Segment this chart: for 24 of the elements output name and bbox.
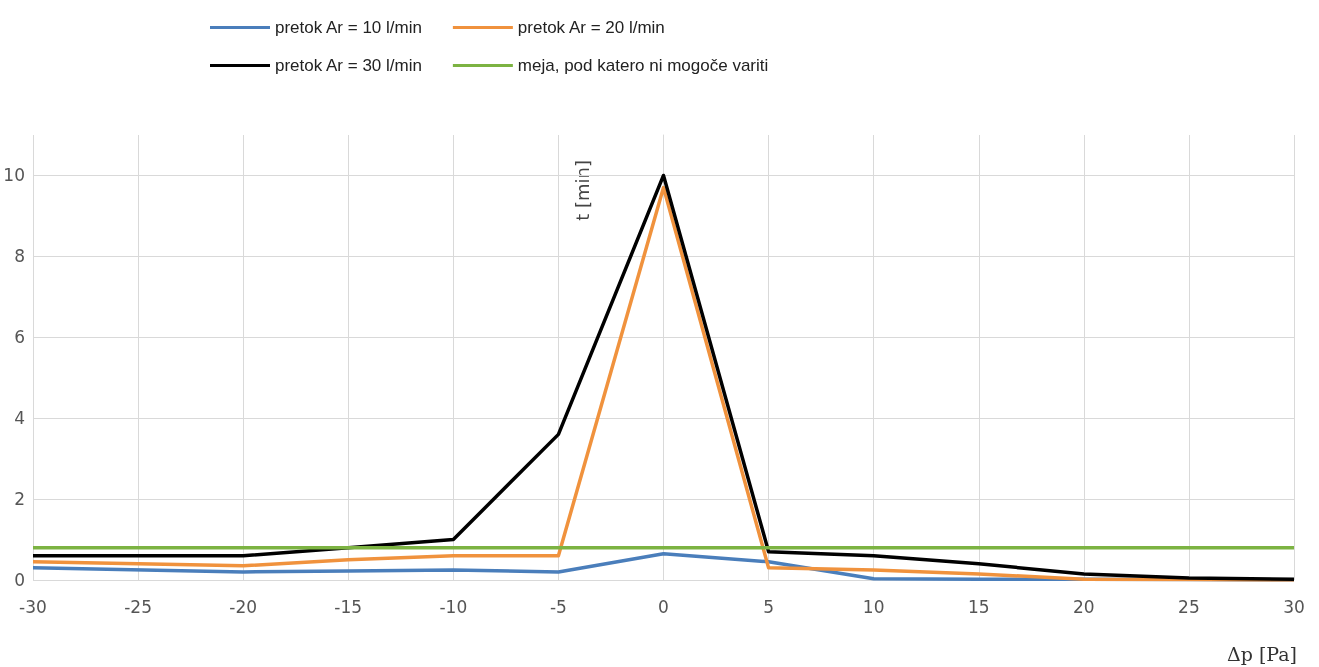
x-tick-label: -15: [334, 596, 363, 617]
legend-label: pretok Ar = 30 l/min: [275, 56, 422, 75]
legend-label: pretok Ar = 10 l/min: [275, 18, 422, 37]
x-tick-label: 20: [1073, 596, 1095, 617]
y-tick-label: 0: [14, 570, 25, 590]
y-tick-label: 4: [14, 408, 25, 429]
x-axis-title: Δp [Pa]: [1226, 642, 1298, 665]
x-tick-label: 15: [967, 596, 990, 617]
x-tick-label: -30: [19, 596, 47, 617]
x-tick-label: 30: [1283, 596, 1305, 617]
y-tick-label: 6: [14, 327, 25, 348]
x-tick-label: 0: [658, 596, 669, 617]
x-tick-label: 5: [763, 596, 774, 617]
x-tick-label: 10: [862, 596, 885, 617]
x-tick-label: -5: [549, 596, 567, 617]
legend-label: pretok Ar = 20 l/min: [517, 18, 665, 37]
x-tick-label: 25: [1178, 596, 1200, 617]
x-tick-label: -25: [124, 596, 152, 617]
x-tick-label: -20: [229, 596, 258, 617]
y-tick-label: 8: [14, 246, 25, 267]
x-tick-label: -10: [439, 596, 468, 617]
y-tick-label: 2: [14, 489, 25, 510]
y-tick-label: 10: [3, 165, 25, 186]
legend-label: meja, pod katero ni mogoče variti: [517, 56, 769, 75]
